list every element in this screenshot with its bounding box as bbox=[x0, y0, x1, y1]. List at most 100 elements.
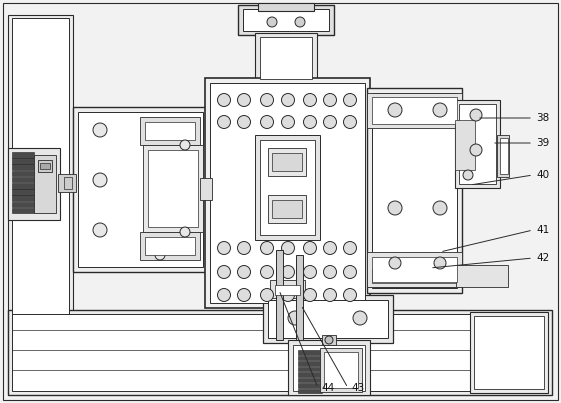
Circle shape bbox=[237, 289, 251, 301]
Text: 42: 42 bbox=[536, 253, 549, 263]
Circle shape bbox=[93, 123, 107, 137]
Circle shape bbox=[463, 170, 473, 180]
Circle shape bbox=[433, 201, 447, 215]
Bar bbox=[298, 383, 322, 388]
Circle shape bbox=[343, 116, 356, 129]
Bar bbox=[272, 153, 302, 171]
Circle shape bbox=[282, 289, 295, 301]
Circle shape bbox=[470, 144, 482, 156]
Bar bbox=[8, 310, 552, 395]
Bar bbox=[64, 177, 72, 189]
Bar bbox=[8, 15, 73, 360]
Bar bbox=[143, 145, 203, 232]
Text: 40: 40 bbox=[536, 170, 549, 180]
Circle shape bbox=[260, 241, 274, 255]
Circle shape bbox=[180, 140, 190, 150]
Text: 43: 43 bbox=[351, 383, 364, 393]
Bar bbox=[145, 237, 195, 255]
Circle shape bbox=[470, 109, 482, 121]
Bar bbox=[200, 178, 212, 200]
Circle shape bbox=[267, 17, 277, 27]
Bar bbox=[372, 97, 457, 124]
Circle shape bbox=[155, 250, 165, 260]
Bar bbox=[12, 189, 34, 195]
Circle shape bbox=[282, 116, 295, 129]
Circle shape bbox=[304, 116, 316, 129]
Bar bbox=[367, 93, 462, 128]
Text: 44: 44 bbox=[321, 383, 334, 393]
Bar bbox=[322, 335, 336, 345]
Circle shape bbox=[434, 257, 446, 269]
Bar bbox=[272, 200, 302, 218]
Bar bbox=[148, 150, 198, 227]
Bar bbox=[12, 158, 34, 164]
Circle shape bbox=[304, 289, 316, 301]
Circle shape bbox=[343, 289, 356, 301]
Circle shape bbox=[237, 241, 251, 255]
Bar bbox=[288, 340, 370, 395]
Circle shape bbox=[324, 93, 337, 106]
Circle shape bbox=[260, 266, 274, 278]
Bar bbox=[268, 148, 306, 176]
Bar bbox=[243, 9, 329, 31]
Bar bbox=[275, 285, 300, 295]
Circle shape bbox=[388, 201, 402, 215]
Circle shape bbox=[325, 336, 333, 344]
Text: 41: 41 bbox=[536, 225, 549, 235]
Circle shape bbox=[237, 116, 251, 129]
Bar bbox=[456, 265, 508, 287]
Bar bbox=[38, 160, 52, 172]
Bar bbox=[296, 255, 303, 340]
Bar bbox=[276, 250, 283, 340]
Text: 39: 39 bbox=[536, 138, 549, 148]
Circle shape bbox=[218, 266, 231, 278]
Circle shape bbox=[324, 266, 337, 278]
Bar bbox=[205, 78, 370, 308]
Circle shape bbox=[324, 289, 337, 301]
Circle shape bbox=[282, 93, 295, 106]
Bar bbox=[324, 352, 358, 388]
Bar bbox=[367, 265, 462, 287]
Circle shape bbox=[218, 289, 231, 301]
Circle shape bbox=[343, 93, 356, 106]
Bar bbox=[298, 355, 322, 360]
Circle shape bbox=[218, 116, 231, 129]
Circle shape bbox=[389, 257, 401, 269]
Bar bbox=[8, 148, 60, 220]
Bar bbox=[12, 177, 34, 182]
Bar bbox=[255, 135, 320, 240]
Circle shape bbox=[218, 93, 231, 106]
Circle shape bbox=[304, 266, 316, 278]
Bar bbox=[260, 37, 312, 79]
Bar bbox=[270, 280, 305, 298]
Circle shape bbox=[433, 103, 447, 117]
Circle shape bbox=[353, 311, 367, 325]
Bar bbox=[255, 33, 317, 83]
Bar bbox=[268, 300, 388, 338]
Bar bbox=[298, 378, 322, 382]
Bar bbox=[372, 269, 457, 283]
Text: 38: 38 bbox=[536, 113, 549, 123]
Bar bbox=[210, 83, 365, 303]
Bar bbox=[260, 140, 315, 235]
Bar bbox=[58, 174, 76, 192]
Bar bbox=[298, 388, 322, 393]
Circle shape bbox=[180, 227, 190, 237]
Bar bbox=[258, 3, 314, 11]
Bar bbox=[455, 100, 500, 188]
Bar bbox=[372, 93, 457, 288]
Bar bbox=[12, 183, 34, 189]
Bar bbox=[73, 107, 208, 272]
Bar bbox=[12, 170, 34, 176]
Bar bbox=[12, 314, 548, 391]
Bar bbox=[268, 195, 306, 223]
Bar bbox=[238, 5, 334, 35]
Bar bbox=[474, 316, 544, 389]
Circle shape bbox=[93, 173, 107, 187]
Circle shape bbox=[295, 17, 305, 27]
Circle shape bbox=[324, 116, 337, 129]
Bar bbox=[497, 135, 509, 177]
Bar bbox=[372, 257, 457, 282]
Bar bbox=[12, 18, 69, 356]
Bar bbox=[298, 372, 322, 376]
